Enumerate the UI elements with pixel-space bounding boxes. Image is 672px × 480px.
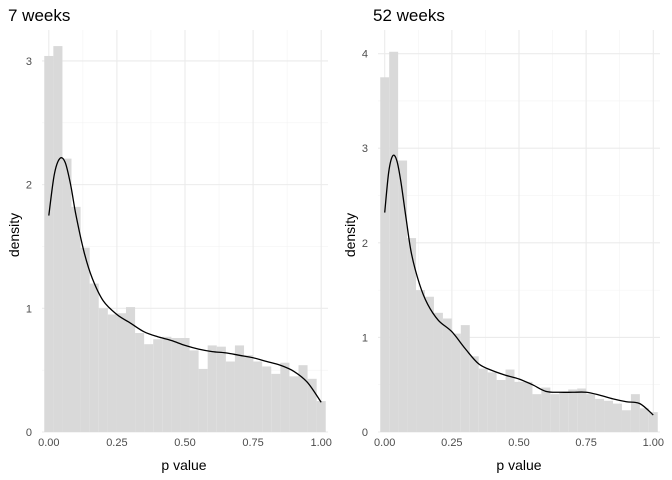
histogram-bar (262, 366, 272, 432)
y-tick-label: 3 (26, 56, 32, 68)
x-axis-label: p value (161, 457, 206, 473)
histogram-bar (171, 337, 181, 432)
histogram-bar (44, 55, 54, 433)
histogram-bar (416, 290, 425, 432)
histogram-bar (107, 314, 117, 432)
x-tick-label: 0.75 (575, 437, 596, 449)
histogram-bar (639, 408, 649, 432)
histogram-bar (478, 368, 488, 432)
histogram-bar (380, 77, 390, 432)
histogram-bar (532, 394, 542, 432)
histogram-bars (380, 51, 658, 432)
histogram-bar (648, 412, 658, 432)
histogram-bar (433, 312, 443, 432)
y-tick-labels: 0 1 2 3 (26, 56, 32, 439)
histogram-bar (98, 308, 108, 432)
histogram-bar (225, 361, 235, 432)
histogram-bar (389, 51, 399, 432)
histogram-bar (604, 400, 613, 432)
histogram-bar (80, 247, 90, 432)
x-tick-label: 0.50 (174, 437, 195, 449)
histogram-bar (216, 346, 226, 432)
histogram-bar (577, 388, 587, 432)
y-tick-label: 2 (26, 180, 32, 192)
x-tick-label: 0.25 (106, 437, 127, 449)
y-tick-label: 1 (26, 303, 32, 315)
y-axis-label: density (342, 213, 358, 257)
histogram-bar (116, 313, 126, 432)
histogram-bar (523, 381, 533, 432)
histogram-bar (289, 376, 299, 432)
histogram-bar (144, 344, 154, 432)
histogram-bar (307, 378, 317, 432)
y-tick-label: 0 (26, 427, 32, 439)
histogram-bar (505, 369, 515, 432)
x-tick-labels: 0.00 0.25 0.50 0.75 1.00 (38, 437, 332, 449)
x-tick-label: 0.50 (508, 437, 529, 449)
histogram-bar (207, 345, 217, 432)
histogram-bar (407, 238, 417, 432)
histogram-bar (244, 355, 254, 432)
density-curve (48, 157, 322, 403)
histogram-bar (53, 46, 63, 433)
histogram-bar (189, 350, 199, 432)
panel-title: 52 weeks (373, 6, 445, 25)
histogram-bar (451, 333, 461, 432)
histogram-bar (125, 307, 136, 432)
x-tick-label: 0.75 (242, 437, 263, 449)
panel-title: 7 weeks (8, 6, 70, 25)
density-curve (384, 154, 654, 416)
histogram-bar (613, 403, 622, 432)
histogram-bar (595, 398, 605, 432)
histogram-bar (316, 401, 326, 432)
histogram-bar (469, 356, 479, 432)
histogram-bar (234, 345, 245, 432)
y-tick-label: 3 (362, 143, 368, 155)
x-axis-label: p value (496, 457, 541, 473)
histogram-bar (298, 365, 308, 432)
x-tick-label: 0.00 (374, 437, 395, 449)
histogram-bar (630, 394, 640, 432)
histogram-bar (62, 158, 72, 432)
histogram-bar (586, 394, 596, 432)
histogram-bar (559, 392, 569, 432)
histogram-bar (621, 410, 631, 432)
x-tick-label: 1.00 (310, 437, 331, 449)
histogram-bar (425, 296, 434, 432)
y-tick-label: 0 (362, 427, 368, 439)
x-tick-label: 0.00 (38, 437, 59, 449)
histogram-bar (442, 318, 452, 432)
histogram-bar (550, 394, 560, 432)
y-tick-label: 2 (362, 238, 368, 250)
panel-7-weeks: 7 weeks 0 1 2 3 0.00 0.25 0.50 0.75 1.00 p valu… (6, 6, 332, 473)
panel-52-weeks: 52 weeks 0 1 2 3 4 0.00 0.25 0.50 0.75 1.00 p va… (342, 6, 664, 473)
histogram-bar (514, 381, 524, 432)
y-axis-label: density (6, 213, 22, 257)
histogram-bar (541, 387, 551, 432)
histogram-bar (71, 206, 81, 432)
histogram-bar (162, 336, 172, 432)
histogram-bar (496, 379, 506, 432)
y-tick-labels: 0 1 2 3 4 (362, 49, 368, 439)
histogram-bar (280, 362, 290, 432)
histogram-bar (153, 339, 163, 432)
x-tick-label: 1.00 (643, 437, 664, 449)
histogram-bar (253, 361, 263, 432)
y-tick-label: 1 (362, 332, 368, 344)
histogram-bar (568, 389, 578, 432)
y-tick-label: 4 (362, 49, 368, 61)
histogram-bar (398, 160, 408, 432)
histogram-bar (89, 283, 99, 432)
histogram-bar (271, 373, 281, 432)
histogram-bar (198, 368, 208, 432)
x-tick-labels: 0.00 0.25 0.50 0.75 1.00 (374, 437, 664, 449)
histogram-bar (487, 372, 497, 432)
histogram-bar (460, 325, 470, 432)
x-tick-label: 0.25 (441, 437, 462, 449)
histogram-bars (44, 46, 326, 433)
histogram-bar (135, 333, 145, 432)
histogram-bar (180, 337, 190, 432)
